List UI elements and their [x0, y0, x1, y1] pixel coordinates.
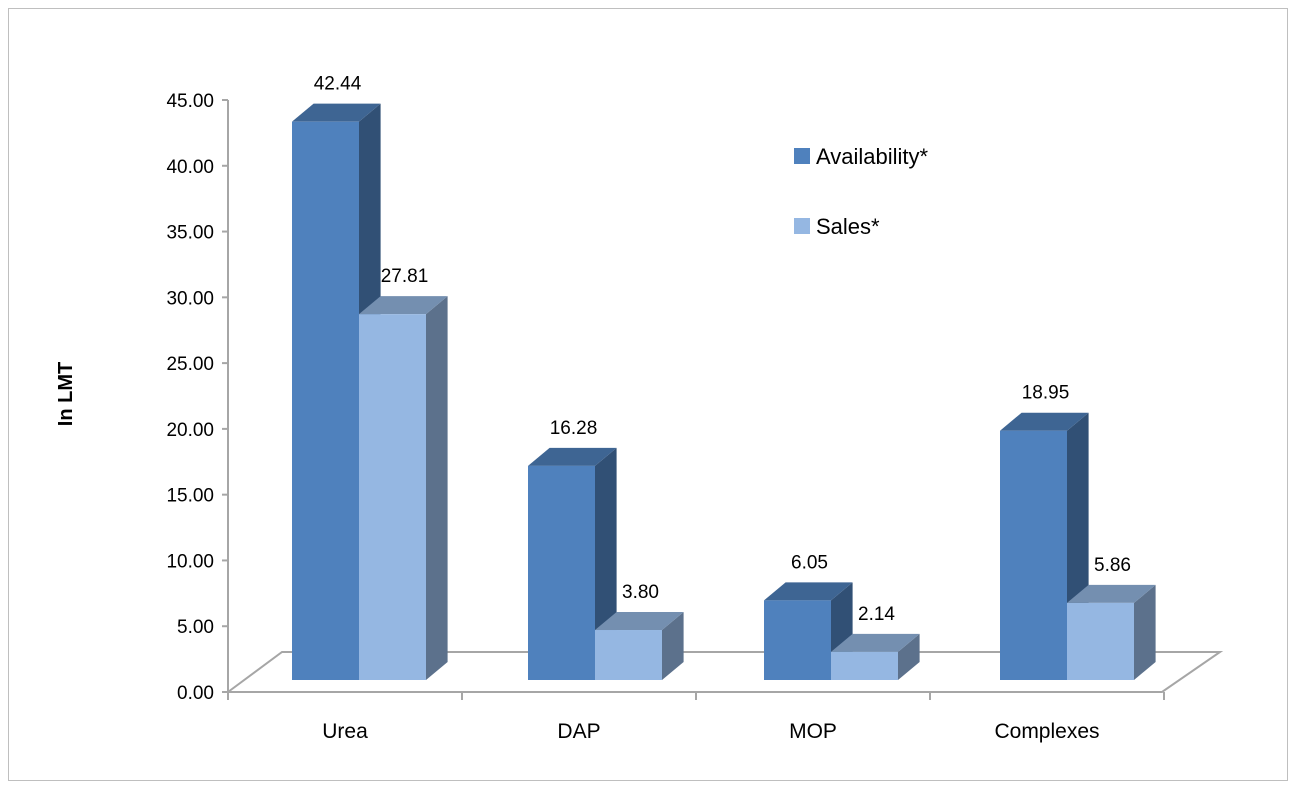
data-label: 27.81: [381, 266, 429, 287]
y-tick-label: 45.00: [166, 91, 214, 112]
bar-sales-dap: [595, 612, 684, 680]
bar-availability-complexes-front: [1000, 431, 1067, 680]
y-axis-title: In LMT: [55, 362, 77, 426]
y-tick-label: 5.00: [177, 617, 214, 638]
data-label: 5.86: [1094, 555, 1131, 576]
bar-sales-mop-front: [831, 652, 898, 680]
x-axis: Urea DAP MOP Complexes: [228, 692, 1164, 743]
legend: Availability* Sales*: [794, 144, 929, 239]
legend-label: Sales*: [816, 214, 880, 239]
bar-sales-urea-front: [359, 314, 426, 680]
data-label: 16.28: [550, 418, 598, 439]
y-tick-label: 15.00: [166, 486, 214, 507]
bar-sales-urea-side: [426, 296, 448, 680]
x-tick-label: MOP: [789, 720, 837, 743]
y-tick-label: 35.00: [166, 223, 214, 244]
legend-swatch: [794, 148, 810, 164]
x-tick-label: DAP: [557, 720, 600, 743]
y-tick-label: 10.00: [166, 551, 214, 572]
legend-label: Availability*: [816, 144, 929, 169]
bar-availability-mop-front: [764, 600, 831, 680]
data-label: 42.44: [314, 74, 362, 95]
legend-swatch: [794, 218, 810, 234]
data-label: 3.80: [622, 582, 659, 603]
bar-sales-dap-front: [595, 630, 662, 680]
bar-sales-urea: [359, 296, 448, 680]
data-label: 2.14: [858, 604, 895, 625]
y-axis: 0.00 5.00 10.00 15.00 20.00 25.00 30.00 35.00 40…: [166, 91, 228, 704]
data-label: 6.05: [791, 552, 828, 573]
bar-availability-urea-front: [292, 122, 359, 680]
y-tick-label: 20.00: [166, 420, 214, 441]
data-label: 18.95: [1022, 383, 1070, 404]
bar-sales-complexes: [1067, 585, 1156, 680]
y-tick-label: 25.00: [166, 354, 214, 375]
x-tick-label: Urea: [322, 720, 368, 743]
y-tick-label: 30.00: [166, 288, 214, 309]
bar-availability-dap-front: [528, 466, 595, 680]
y-tick-label: 0.00: [177, 683, 214, 704]
bar-sales-complexes-front: [1067, 603, 1134, 680]
x-tick-label: Complexes: [994, 720, 1099, 743]
y-tick-label: 40.00: [166, 157, 214, 178]
